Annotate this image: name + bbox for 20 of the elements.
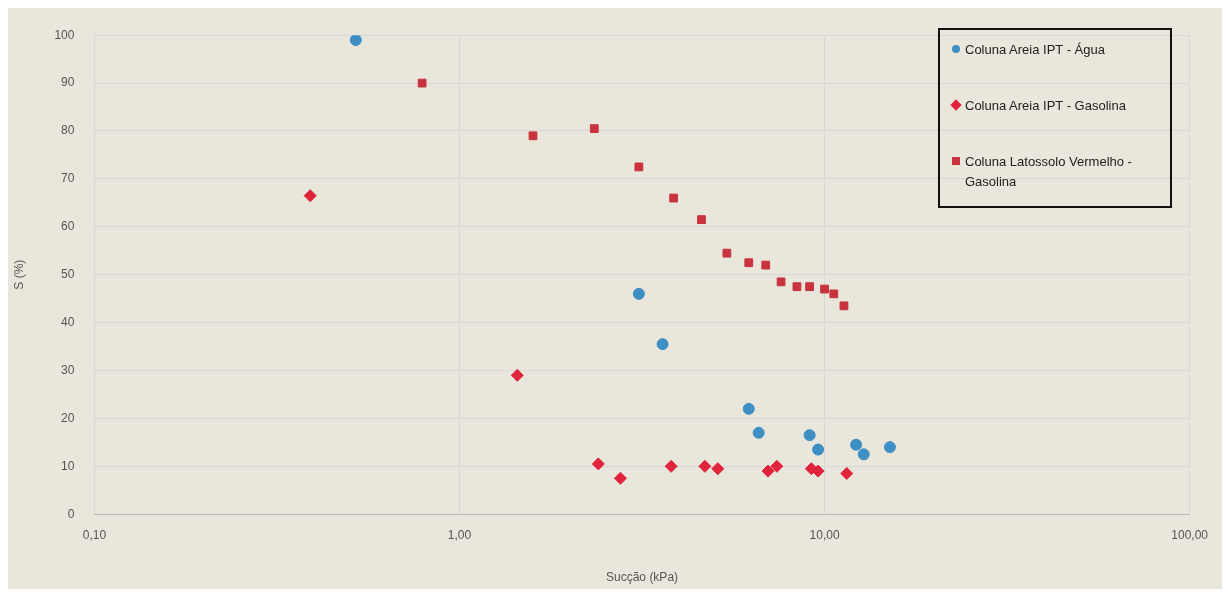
y-tick-label: 20 [61, 410, 75, 425]
y-tick-label: 40 [61, 314, 75, 329]
x-axis-title: Sucção (kPa) [606, 570, 679, 585]
legend-label: Coluna Areia IPT - Água [965, 41, 1105, 59]
y-tick-label: 10 [61, 458, 75, 473]
y-tick-label: 50 [61, 267, 75, 282]
y-tick-label: 0 [67, 506, 75, 521]
y-tick-label: 30 [61, 362, 75, 377]
x-tick-label: 100,00 [1171, 527, 1209, 542]
legend-label: Coluna Areia IPT - Gasolina [965, 97, 1126, 115]
x-tick-label: 1,00 [447, 527, 472, 542]
y-tick-label: 60 [61, 219, 75, 234]
y-tick-label: 80 [61, 123, 75, 138]
x-tick-label: 10,00 [809, 527, 840, 542]
y-tick-label: 70 [61, 171, 75, 186]
legend-label: Coluna Latossolo Vermelho - Gasolina [965, 153, 1133, 191]
y-tick-label: 90 [61, 75, 75, 90]
x-tick-label: 0,10 [82, 527, 107, 542]
y-axis-title: S (%) [11, 259, 26, 290]
y-tick-label: 100 [54, 27, 75, 42]
